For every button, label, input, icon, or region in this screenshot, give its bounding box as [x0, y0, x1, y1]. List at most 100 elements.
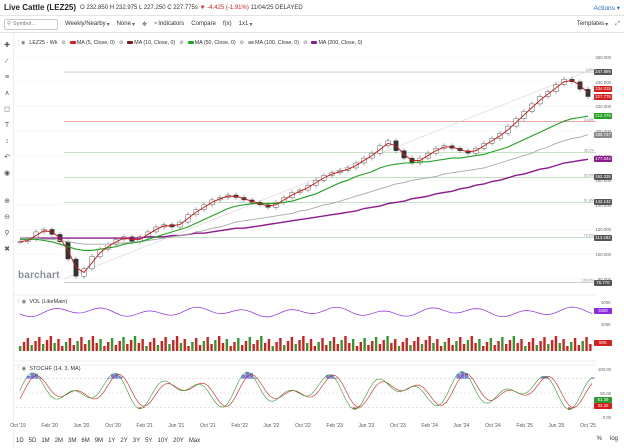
quote-ohlc-values: O 232.850 H 232.975 L 227.250 C 227.775s [80, 4, 198, 11]
chevron-down-icon: ▾ [106, 21, 110, 28]
volume-bar [256, 340, 259, 351]
settings-icon[interactable]: ⚙ [118, 39, 124, 46]
stoch-overbought-fill [26, 375, 31, 379]
zoom-in-icon[interactable]: ⊕ [4, 198, 10, 205]
range-button-9m[interactable]: 9M [94, 438, 104, 444]
pane-value-tag: 32.30 [594, 403, 612, 409]
zoom-out-icon[interactable]: ⊖ [4, 214, 10, 221]
range-button-2m[interactable]: 2M [54, 438, 64, 444]
fib-level-label: 50.0% [584, 173, 595, 177]
legend-ma5: MA (5, Close, 0) [69, 40, 115, 46]
volume-bar [179, 343, 183, 351]
volume-bar [206, 337, 209, 351]
text-tool-icon[interactable]: T [4, 122, 10, 129]
volume-bar [501, 337, 504, 351]
volume-pane-label: ⋮◉ VOL (LikeMain) [16, 299, 67, 305]
range-button-10y[interactable]: 10Y [157, 438, 169, 444]
drag-handle-icon[interactable]: ⋮◉ [16, 366, 27, 372]
ratio-label: 1x1 [238, 21, 249, 27]
volume-bar [321, 338, 324, 351]
fib-tool-icon[interactable]: ≡ [4, 74, 10, 81]
drag-handle-icon[interactable]: ⋮◉ [16, 39, 26, 46]
settings-icon[interactable]: ⚙ [239, 39, 245, 46]
period-select[interactable]: Weekly/Nearby ▾ [65, 21, 110, 28]
fullscreen-button[interactable]: ⤢ [615, 21, 620, 28]
fx-button[interactable]: f(x) [222, 21, 232, 27]
range-button-3m[interactable]: 3M [68, 438, 77, 444]
price-tag: 113.282 [594, 234, 612, 241]
volume-bar [524, 346, 527, 351]
volume-bar [401, 342, 405, 351]
volume-bar [386, 336, 389, 351]
range-button-2y[interactable]: 2Y [120, 438, 128, 444]
actions-menu[interactable]: Actions ▾ [593, 4, 620, 12]
compare-button[interactable]: Compare [191, 21, 216, 27]
settings-icon[interactable]: ⚙ [302, 39, 308, 46]
volume-bar [512, 336, 516, 351]
settings-icon[interactable]: ⚙ [61, 39, 66, 46]
symbol-search[interactable]: ⚲ [4, 18, 58, 30]
pane-tick-label: 50.00 [600, 391, 611, 396]
pane-tick-label: 0.00 [602, 415, 611, 420]
range-button-6m[interactable]: 6M [81, 438, 90, 444]
range-button-5y[interactable]: 5Y [145, 438, 153, 444]
volume-bar [260, 336, 263, 351]
indicator-legend: ⋮◉ LEZ25 - Wk ⚙ MA (5, Close, 0) ⚙ MA (1… [16, 38, 362, 47]
ratio-select[interactable]: 1x1 ▾ [239, 21, 253, 28]
chart-type-select[interactable]: None ▾ [117, 21, 135, 28]
volume-bar [168, 344, 171, 351]
lock-icon[interactable]: ⚲ [4, 230, 10, 237]
measure-tool-icon[interactable]: ↕ [5, 138, 9, 145]
time-tick-label: Oct '23 [390, 423, 406, 429]
volume-bar [244, 341, 248, 351]
drawing-tool-button[interactable]: ✥ [142, 21, 147, 28]
shape-tool-icon[interactable]: ◻ [4, 106, 10, 113]
indicators-button[interactable]: ≈ Indicators [154, 21, 184, 27]
volume-avg-line [19, 306, 593, 318]
range-button-20y[interactable]: 20Y [173, 438, 184, 444]
price-tag: 196.727 [594, 132, 612, 139]
line-tool-icon[interactable]: ∕ [6, 58, 8, 65]
trash-icon[interactable]: ✖ [4, 246, 10, 253]
range-button-1d[interactable]: 1D [16, 438, 24, 444]
templates-button[interactable]: Templates ▾ [577, 21, 608, 28]
percent-toggle[interactable]: % [596, 436, 602, 442]
time-tick-label: Feb '21 [136, 423, 153, 429]
settings-icon[interactable]: ⚙ [179, 39, 184, 46]
time-tick-label: Oct '25 [580, 423, 596, 429]
range-button-max[interactable]: Max [188, 438, 201, 444]
stoch-overbought-fill [468, 378, 472, 379]
drag-handle-icon[interactable]: ⋮◉ [16, 299, 27, 305]
range-button-1y[interactable]: 1Y [108, 438, 116, 444]
range-button-3y[interactable]: 3Y [132, 438, 141, 444]
undo-icon[interactable]: ↶ [4, 154, 10, 161]
price-chart[interactable]: 0.0%23.6%38.2%50.0%61.8%78.6%100.0% [0, 33, 624, 423]
stoch-oversold-fill [138, 407, 142, 409]
eye-icon[interactable]: ◉ [3, 170, 11, 177]
pattern-tool-icon[interactable]: ∧ [4, 90, 10, 97]
volume-bar [191, 342, 194, 351]
volume-bar [516, 343, 519, 351]
volume-bar [137, 343, 141, 351]
stoch-overbought-fill [114, 373, 119, 379]
volume-bar [355, 346, 359, 351]
ma10-line [19, 80, 589, 274]
legend-ma200: MA (200, Close, 0) [311, 40, 362, 46]
volume-bar [306, 343, 309, 351]
ma100-line [20, 134, 589, 245]
volume-bar [87, 340, 91, 351]
price-tag: 142.142 [594, 199, 612, 206]
symbol-input[interactable] [13, 21, 54, 27]
range-button-5d[interactable]: 5D [28, 438, 37, 444]
log-toggle[interactable]: log [609, 436, 618, 442]
time-tick-label: Jun '20 [73, 423, 90, 429]
volume-bar [126, 344, 129, 351]
range-button-1m[interactable]: 1M [41, 438, 50, 444]
trend-line [63, 69, 593, 279]
volume-bar [229, 346, 232, 351]
volume-bar [202, 341, 206, 351]
quote-change: ▼ -4.425 (-1.91%) [199, 4, 249, 11]
crosshair-tool-icon[interactable]: ✚ [4, 42, 10, 49]
stoch-overbought-fill [107, 378, 111, 379]
volume-bar [351, 339, 355, 351]
